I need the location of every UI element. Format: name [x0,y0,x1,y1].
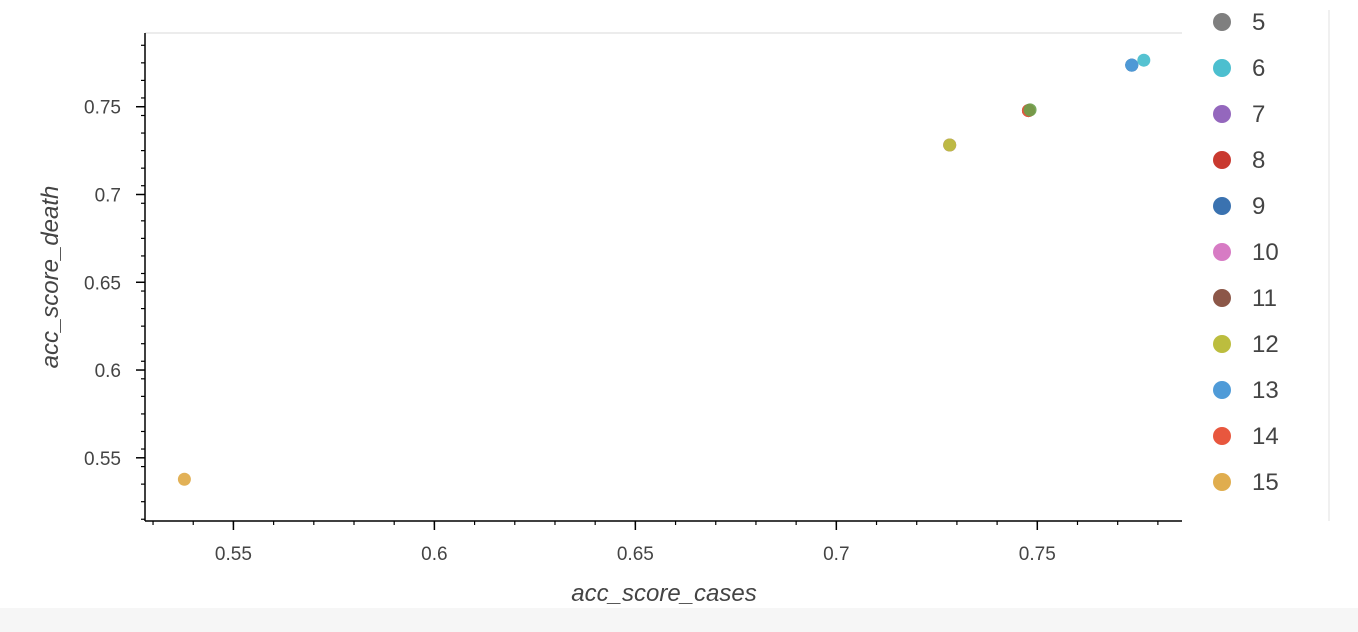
y-tick-label: 0.65 [84,273,121,294]
legend-label: 13 [1252,377,1279,404]
legend-item-9: 9 [1213,193,1265,220]
legend-label: 10 [1252,239,1279,266]
x-tick-label: 0.55 [215,544,252,565]
legend-marker [1213,473,1231,491]
legend-marker [1213,105,1231,123]
y-tick-label: 0.55 [84,449,121,470]
legend-item-10: 10 [1213,239,1279,266]
legend-marker [1213,381,1231,399]
y-axis-title: acc_score_death [37,186,64,369]
legend-item-8: 8 [1213,147,1265,174]
legend-item-7: 7 [1213,101,1265,128]
x-tick-label: 0.75 [1019,544,1056,565]
x-tick-label: 0.6 [421,544,447,565]
legend-marker [1213,243,1231,261]
legend-label: 7 [1252,101,1265,128]
legend-item-11: 11 [1213,285,1277,312]
y-tick-label: 0.7 [95,185,121,206]
legend-label: 6 [1252,55,1265,82]
point-series-15 [177,472,191,486]
legend-item-15: 15 [1213,469,1279,496]
legend-item-13: 13 [1213,377,1279,404]
legend-marker [1213,335,1231,353]
legend-marker [1213,59,1231,77]
point-overlap [1023,103,1037,117]
point-series-13 [1125,58,1139,72]
legend-label: 15 [1252,469,1279,496]
legend-label: 12 [1252,331,1279,358]
legend-item-12: 12 [1213,331,1279,358]
legend-item-14: 14 [1213,423,1279,450]
y-tick-label: 0.6 [95,361,121,382]
legend-marker [1213,13,1231,31]
x-tick-label: 0.7 [823,544,849,565]
x-axis-title: acc_score_cases [571,580,756,607]
legend-label: 11 [1252,285,1277,312]
bottom-strip [0,608,1358,632]
legend-label: 5 [1252,9,1265,36]
legend-marker [1213,289,1231,307]
y-tick-label: 0.75 [84,98,121,119]
legend-marker [1213,427,1231,445]
legend-item-5: 5 [1213,9,1265,36]
legend-label: 8 [1252,147,1265,174]
point-series-6 [1137,53,1151,67]
x-tick-label: 0.65 [617,544,654,565]
point-series-12 [943,138,957,152]
legend-marker [1213,197,1231,215]
legend-item-6: 6 [1213,55,1265,82]
legend-label: 14 [1252,423,1279,450]
legend-marker [1213,151,1231,169]
legend-label: 9 [1252,193,1265,220]
